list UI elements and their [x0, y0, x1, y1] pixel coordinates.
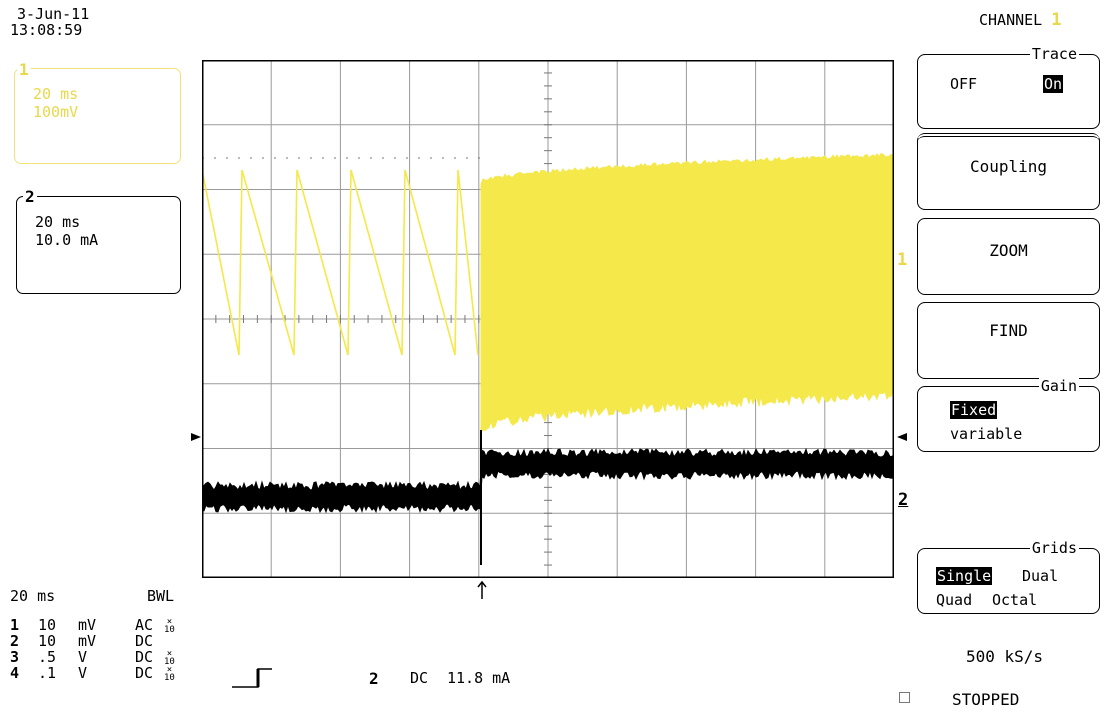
time-label: 13:08:59 — [10, 22, 82, 39]
zoom-label: ZOOM — [918, 241, 1099, 260]
bwl-label: BWL — [147, 588, 174, 605]
grids-caption: Grids — [1030, 539, 1079, 557]
channel-row-number: 4 — [10, 665, 19, 682]
gain-caption: Gain — [1039, 377, 1079, 395]
ch2-timebase: 20 ms — [35, 213, 80, 231]
zoom-button[interactable]: ZOOM — [917, 218, 1100, 295]
channel-row-probe-icon: × 10 — [164, 666, 175, 682]
trigger-coupling: DC — [410, 670, 428, 687]
trigger-level: 11.8 mA — [447, 670, 510, 687]
trace-off-option[interactable]: OFF — [950, 75, 977, 93]
channel-row-probe-icon: × 10 — [164, 650, 175, 666]
channel-label: CHANNEL — [979, 11, 1042, 29]
grids-menu-button[interactable]: Grids Single Dual Quad Octal — [917, 548, 1100, 614]
grids-octal-option[interactable]: Octal — [992, 591, 1037, 609]
channel-header: CHANNEL 1 — [979, 10, 1062, 30]
trace-on-option[interactable]: On — [1043, 75, 1063, 93]
sample-rate: 500 kS/s — [966, 648, 1043, 665]
channel-row-coupling: DC — [135, 665, 153, 682]
acquisition-status: STOPPED — [952, 691, 1019, 708]
grids-quad-option[interactable]: Quad — [936, 591, 972, 609]
channel-row-value: .1 — [38, 665, 56, 682]
trace-menu-button[interactable]: Trace OFF On — [917, 54, 1100, 129]
ch2-number: 2 — [23, 187, 37, 206]
gain-variable-option[interactable]: variable — [950, 425, 1022, 443]
grids-single-option[interactable]: Single — [936, 567, 992, 585]
channel-number: 1 — [1051, 10, 1061, 30]
ch2-info-box[interactable]: 2 20 ms 10.0 mA — [16, 196, 181, 294]
trigger-position-arrow — [476, 580, 488, 600]
ch1-trace-marker: 1 — [897, 250, 907, 270]
ch1-timebase: 20 ms — [33, 85, 78, 103]
trigger-level-right-arrow — [897, 432, 907, 442]
trace-caption: Trace — [1030, 45, 1079, 63]
gain-menu-button[interactable]: Gain Fixed variable — [917, 386, 1100, 452]
ch2-scale: 10.0 mA — [35, 231, 98, 249]
ch1-number: 1 — [17, 60, 31, 79]
find-button[interactable]: FIND — [917, 302, 1100, 379]
channel-row-probe-icon: × 10 — [164, 618, 175, 634]
bottom-timebase: 20 ms — [10, 588, 55, 605]
ch2-trace-marker: 2 — [898, 490, 908, 510]
channel-row-unit: V — [78, 665, 87, 682]
gain-fixed-option[interactable]: Fixed — [950, 401, 997, 419]
find-label: FIND — [918, 321, 1099, 340]
coupling-button[interactable]: Coupling — [917, 133, 1100, 210]
status-indicator-icon — [899, 692, 910, 703]
grids-dual-option[interactable]: Dual — [1022, 567, 1058, 585]
trigger-channel: 2 — [369, 670, 379, 687]
trigger-level-left-arrow — [191, 432, 201, 442]
ch1-waveform — [202, 154, 893, 433]
trigger-edge-icon — [232, 667, 272, 689]
coupling-label: Coupling — [918, 157, 1099, 176]
scope-display[interactable] — [202, 60, 894, 578]
ch1-scale: 100mV — [33, 103, 78, 121]
ch1-info-box[interactable]: 1 20 ms 100mV — [14, 68, 181, 164]
